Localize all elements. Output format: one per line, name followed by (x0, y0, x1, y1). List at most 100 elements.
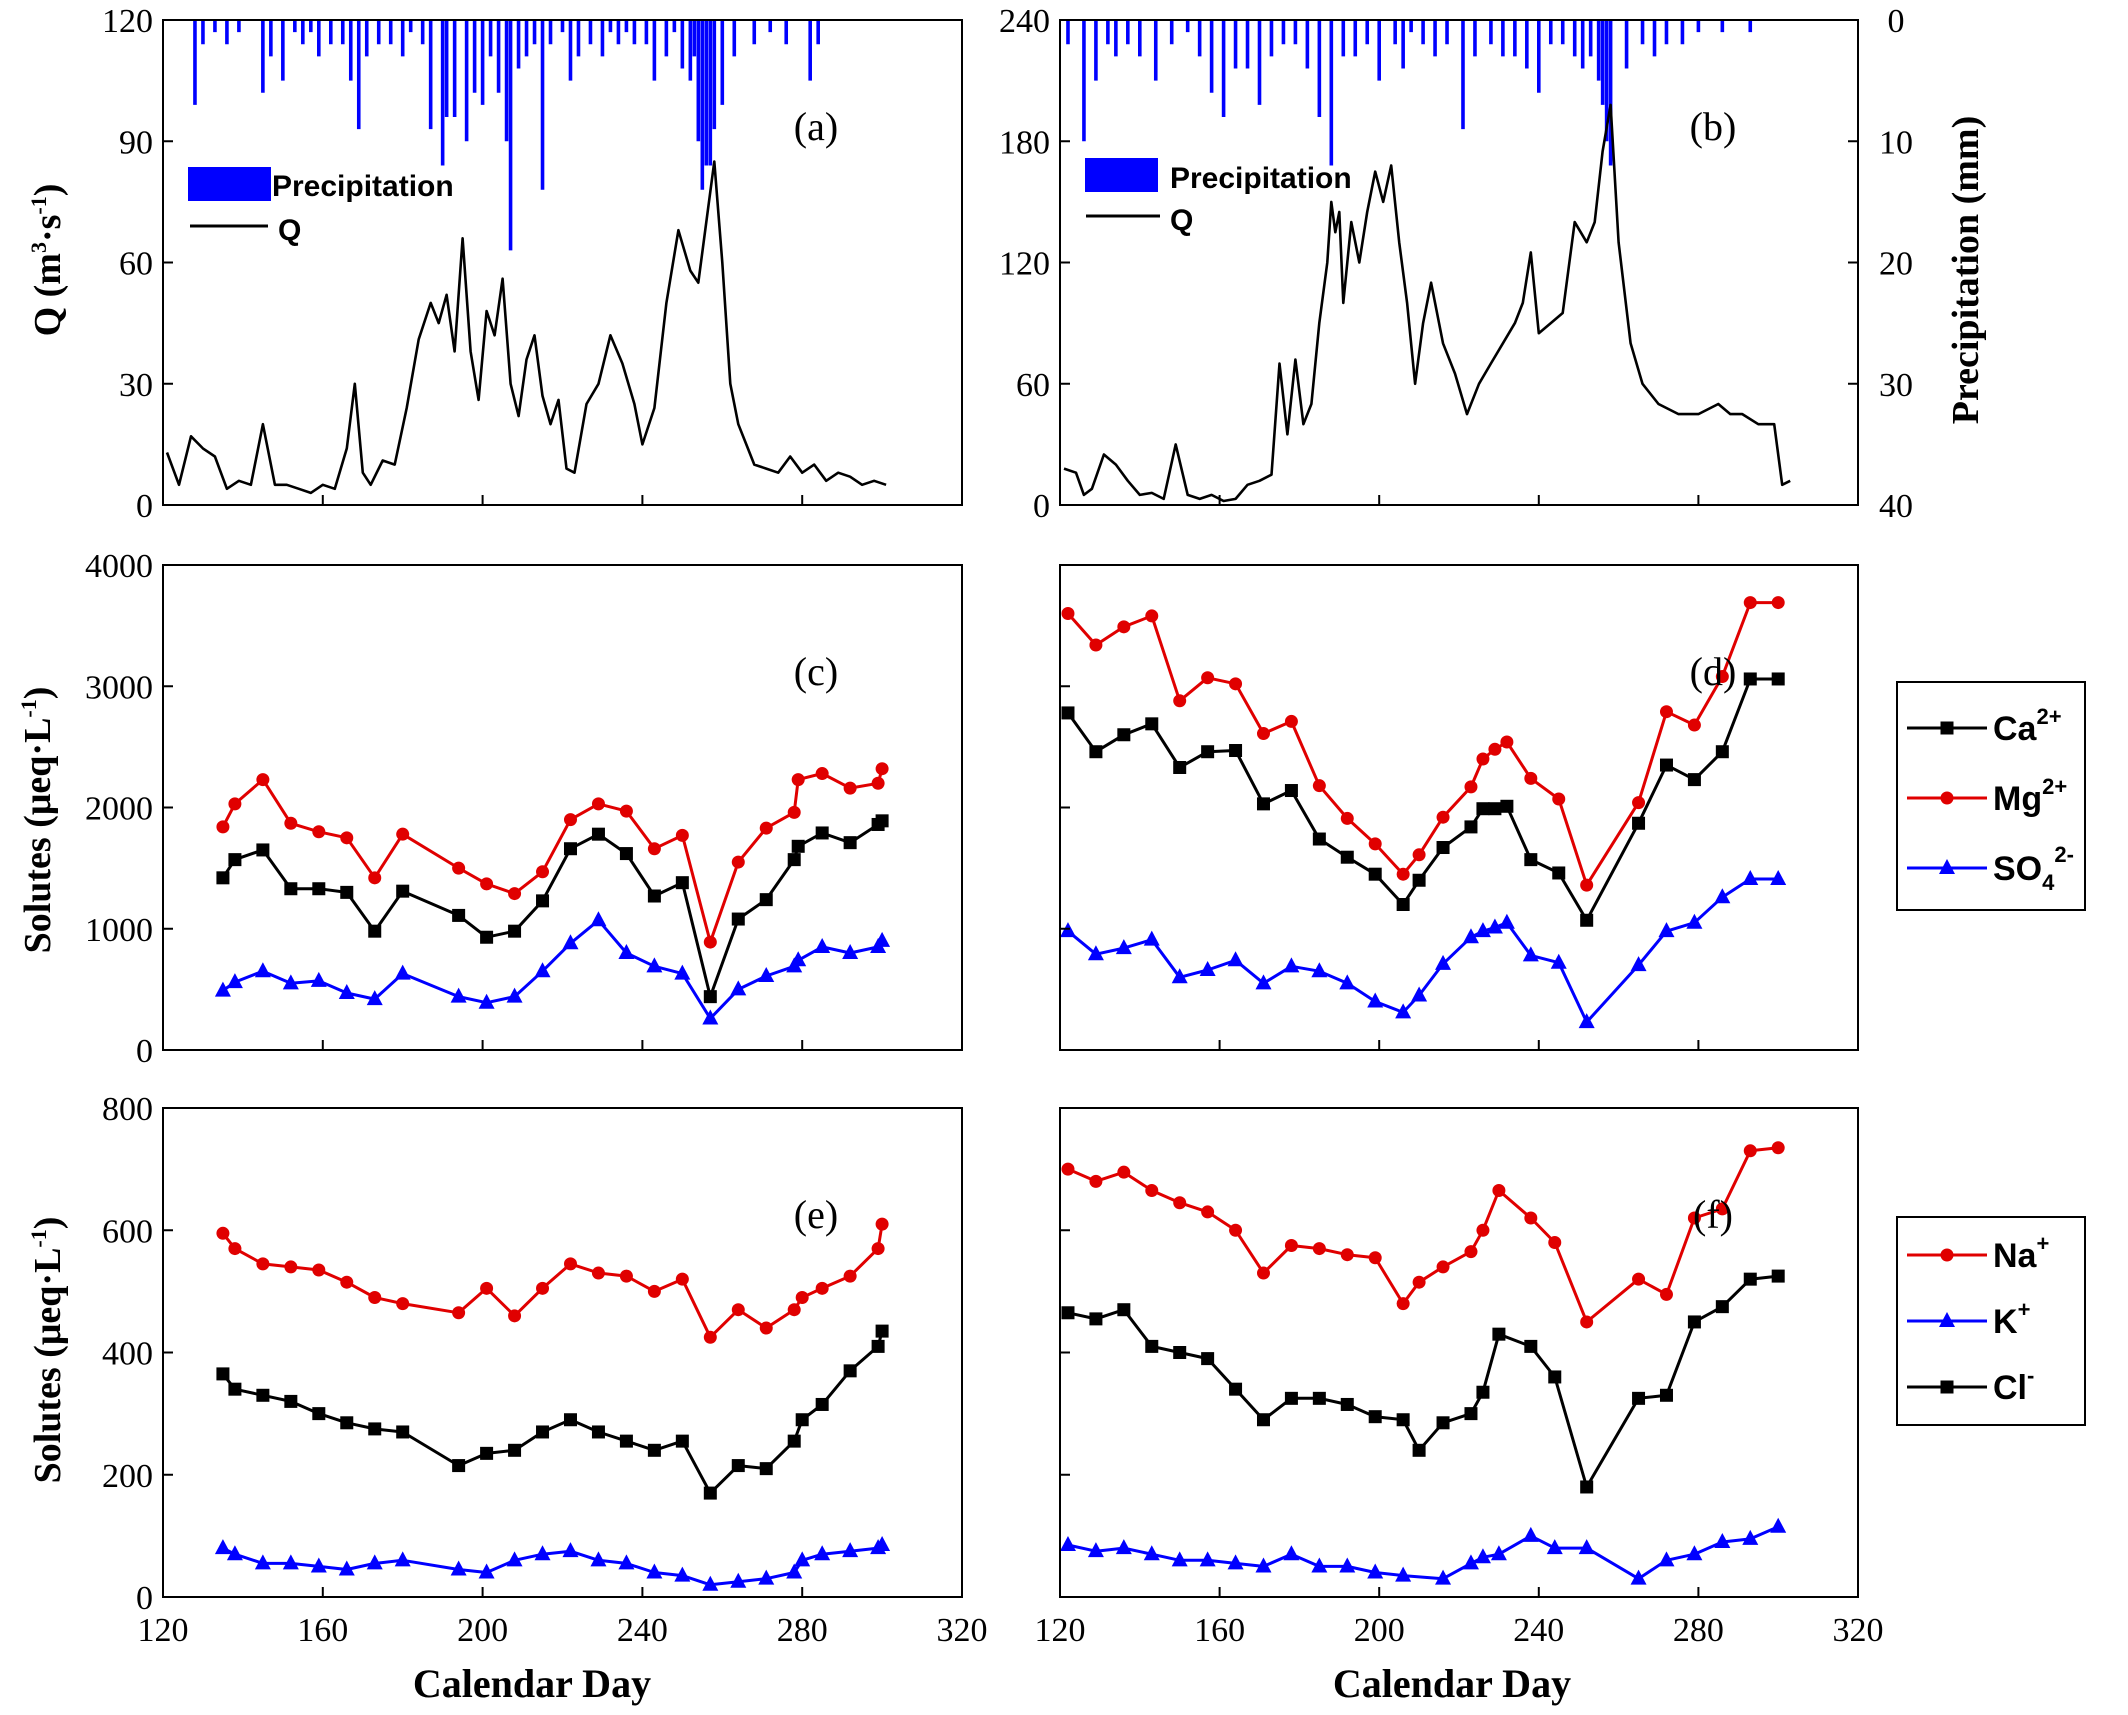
data-point (1524, 1211, 1538, 1225)
data-point (1411, 986, 1428, 1002)
data-point (1229, 677, 1243, 691)
data-point (1255, 974, 1272, 990)
data-point (562, 934, 579, 950)
precip-bar (708, 20, 713, 166)
data-point (1117, 1303, 1131, 1317)
x-tick-label: 240 (1513, 1612, 1564, 1649)
panel-label: (d) (1690, 649, 1737, 694)
precip-bar (1445, 20, 1449, 45)
data-point (452, 861, 466, 875)
data-point (1283, 1545, 1300, 1561)
data-point (1117, 1165, 1131, 1179)
data-point (312, 882, 326, 896)
y2-tick-label: 40 (1879, 488, 1913, 525)
data-point (1524, 853, 1538, 867)
precip-bar (540, 20, 545, 190)
data-point (1089, 745, 1103, 759)
precip-bar (700, 20, 705, 190)
data-point (590, 1551, 607, 1567)
y-tick-label: 800 (102, 1091, 153, 1128)
data-point (1580, 1315, 1594, 1329)
precip-bar (1513, 20, 1517, 57)
data-point (647, 842, 661, 856)
data-point (480, 877, 494, 891)
data-point (1145, 609, 1159, 623)
y2-tick-label: 20 (1879, 246, 1913, 283)
data-point (1550, 953, 1567, 969)
precip-bar (672, 20, 677, 33)
precip-bar (1461, 20, 1465, 130)
y-tick-label: 180 (999, 124, 1050, 161)
data-point (536, 1425, 550, 1439)
data-point (368, 871, 382, 885)
precip-bar (193, 20, 197, 105)
data-point (1145, 1184, 1159, 1198)
data-point (1474, 922, 1491, 938)
data-point (563, 813, 577, 827)
data-point (1686, 1545, 1703, 1561)
data-point (1771, 672, 1785, 686)
precip-bar (1720, 20, 1725, 33)
x-tick-label: 280 (1673, 1612, 1724, 1649)
data-point (871, 776, 885, 790)
data-point (1435, 954, 1452, 970)
data-point (368, 1422, 382, 1436)
panel-e: 120 160 200 240 280 320 0 200 400 600 800 (e) (102, 1091, 988, 1649)
data-point (1743, 596, 1757, 610)
data-point (1173, 1196, 1187, 1210)
precip-bar (1588, 20, 1593, 57)
data-point (452, 908, 466, 922)
data-point (1087, 1542, 1104, 1558)
y-tick-label: 120 (102, 3, 153, 40)
data-point (1171, 968, 1188, 984)
data-point (1658, 922, 1675, 938)
data-point (875, 1217, 889, 1231)
data-point (1659, 1388, 1673, 1402)
data-point (619, 847, 633, 861)
data-point (1492, 1184, 1506, 1198)
data-point (1500, 799, 1514, 813)
data-point (786, 1563, 803, 1579)
data-point (1340, 850, 1354, 864)
data-point (1687, 1211, 1701, 1225)
data-point (1340, 1397, 1354, 1411)
data-point (256, 1388, 270, 1402)
data-point (534, 1545, 551, 1561)
precip-bar (340, 20, 345, 45)
precip-bar (1393, 20, 1397, 45)
data-point (814, 937, 831, 953)
data-point (1476, 802, 1490, 816)
x-tick-label: 320 (937, 1612, 988, 1649)
data-point (1255, 1557, 1272, 1573)
precip-bar (504, 20, 509, 142)
data-point (1580, 1480, 1594, 1494)
data-point (1201, 671, 1215, 685)
data-point (1339, 1557, 1356, 1573)
data-point (730, 1572, 747, 1588)
precip-bar (348, 20, 353, 81)
data-point (310, 1557, 327, 1573)
data-point (875, 1324, 889, 1338)
data-point (1714, 1532, 1731, 1548)
precip-bar (720, 20, 725, 105)
data-point (703, 1486, 717, 1500)
precip-bar (1560, 20, 1565, 45)
data-point (731, 1459, 745, 1473)
data-point (1548, 1235, 1562, 1249)
precip-bar (261, 20, 265, 93)
data-point (1311, 1557, 1328, 1573)
precip-bar (400, 20, 405, 57)
plot-frame (162, 1107, 963, 1598)
data-point (787, 1303, 801, 1317)
data-point (1340, 811, 1354, 825)
data-point (1742, 1529, 1759, 1545)
data-point (1312, 1242, 1326, 1256)
panel-label: (b) (1690, 104, 1737, 149)
data-point (1578, 1539, 1595, 1555)
legend-label: K+ (1993, 1297, 2030, 1341)
data-point (563, 1413, 577, 1427)
data-point (1311, 962, 1328, 978)
data-point (675, 876, 689, 890)
legend-q-label: Q (278, 214, 301, 247)
data-point (591, 1425, 605, 1439)
